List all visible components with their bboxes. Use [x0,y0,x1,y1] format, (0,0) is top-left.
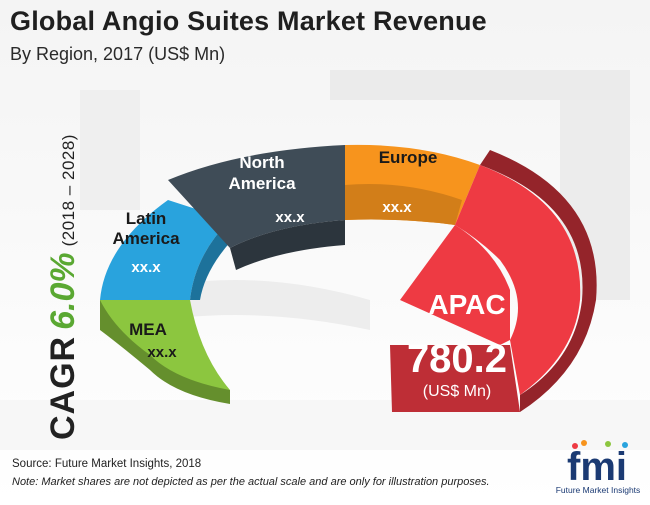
label-line: MEA [129,320,167,339]
chart-title: Global Angio Suites Market Revenue [10,6,487,36]
segment-tip-apac [400,225,510,345]
chart-subtitle: By Region, 2017 (US$ Mn) [10,44,226,64]
label-latin-america: Latin America [112,209,180,248]
value-mea: xx.x [147,344,177,361]
segment-mea [100,300,230,390]
segment-face-europe [345,184,462,225]
segment-latin-america [100,200,230,300]
logo-subtext: Future Market Insights [555,485,641,495]
fmi-logo-mark: fmi [567,440,628,489]
segment-inner-latin-america [190,220,232,300]
label-line: Latin [126,209,167,228]
source-text: Source: Future Market Insights, 2018 [12,458,202,470]
label-line: Europe [379,148,438,167]
label-line: APAC [428,289,505,320]
label-line: America [228,174,296,193]
value-apac: 780.2 [407,337,507,381]
label-apac: APAC [428,289,505,320]
segment-north-america [168,145,345,248]
segment-inner-north-america [230,220,345,270]
label-europe: Europe [379,148,438,167]
value-north-america: xx.x [275,209,305,226]
fmi-logo: fmi Future Market Insights [553,440,643,498]
segment-value-box [390,345,520,412]
value-unit: (US$ Mn) [423,383,491,400]
value-europe: xx.x [382,199,412,216]
label-mea: MEA [129,320,167,339]
label-line: North [239,153,284,172]
label-north-america: North America [228,153,296,193]
segment-apac [455,165,581,395]
label-line: America [112,229,180,248]
note-text: Note: Market shares are not depicted as … [12,476,490,488]
value-latin-america: xx.x [131,259,161,276]
logo-text: fmi [567,445,627,486]
segment-side-apac [480,150,597,412]
